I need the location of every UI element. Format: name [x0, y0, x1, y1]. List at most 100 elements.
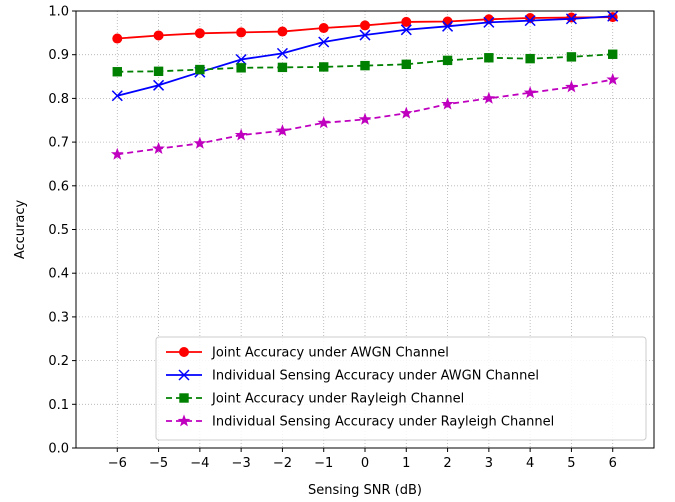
y-tick-label: 0.1 — [48, 398, 69, 413]
data-point-circle — [112, 33, 123, 44]
legend-label: Joint Accuracy under AWGN Channel — [211, 346, 449, 361]
x-tick-label: 0 — [361, 456, 369, 471]
legend-label: Individual Sensing Accuracy under Raylei… — [212, 415, 554, 430]
data-point-square — [608, 49, 618, 59]
legend-label: Individual Sensing Accuracy under AWGN C… — [212, 369, 539, 384]
data-point-x — [442, 20, 454, 32]
y-tick-label: 0.8 — [48, 92, 69, 107]
x-marker-stroke — [178, 369, 190, 381]
data-point-star — [482, 91, 496, 104]
x-marker-stroke — [235, 53, 247, 66]
y-axis-label: Accuracy — [13, 200, 28, 260]
data-point-square — [277, 62, 288, 73]
data-point-square — [236, 63, 246, 73]
data-point-x — [111, 90, 123, 102]
y-tick-label: 0.6 — [48, 179, 69, 194]
data-point-star — [193, 136, 207, 149]
data-point-circle — [360, 20, 370, 31]
data-point-square — [360, 60, 370, 71]
data-point-x — [153, 79, 165, 91]
data-point-x — [276, 47, 288, 59]
x-tick-label: −5 — [149, 456, 168, 471]
legend-entry: Individual Sensing Accuracy under AWGN C… — [166, 369, 539, 384]
y-tick-label: 1.0 — [48, 5, 69, 20]
y-tick-label: 0.0 — [48, 442, 69, 457]
data-point-circle — [566, 12, 577, 23]
data-point-x — [178, 369, 190, 381]
data-point-square — [319, 62, 329, 72]
y-tick-label: 0.9 — [48, 48, 69, 63]
legend-box — [155, 336, 647, 441]
x-marker-stroke — [400, 24, 412, 36]
data-point-circle — [194, 28, 205, 39]
data-point-star — [110, 147, 124, 160]
data-point-circle — [236, 27, 247, 38]
data-point-circle — [442, 16, 453, 27]
data-point-x — [318, 36, 330, 48]
data-point-x — [359, 29, 371, 41]
x-tick-label: −1 — [314, 456, 333, 471]
data-point-x — [565, 13, 577, 25]
data-point-circle — [401, 16, 412, 27]
x-marker-stroke — [607, 10, 619, 22]
data-point-circle — [153, 30, 164, 41]
x-tick-label: −2 — [273, 456, 292, 471]
x-axis-label: Sensing SNR (dB) — [308, 483, 422, 498]
data-point-star — [358, 112, 372, 125]
x-marker-stroke — [318, 36, 330, 48]
data-point-square — [401, 59, 411, 70]
x-marker-stroke — [524, 15, 536, 27]
data-point-square — [195, 64, 205, 75]
data-point-square — [566, 52, 577, 62]
data-point-star — [441, 97, 454, 110]
y-tick-label: 0.3 — [48, 310, 69, 325]
x-tick-label: 2 — [443, 456, 451, 471]
x-marker-stroke — [359, 29, 371, 41]
legend-label: Joint Accuracy under Rayleigh Channel — [211, 392, 464, 407]
y-tick-label: 0.4 — [48, 267, 69, 282]
legend: Joint Accuracy under AWGN Channel Individ… — [155, 336, 647, 441]
series-4 — [110, 72, 620, 160]
data-point-square — [442, 55, 453, 66]
data-point-square — [112, 67, 122, 77]
x-marker-stroke — [276, 47, 288, 59]
data-point-x — [607, 10, 619, 22]
data-point-star — [177, 414, 191, 427]
data-point-star — [234, 128, 248, 141]
data-point-square — [525, 53, 535, 64]
y-tick-label: 0.7 — [48, 136, 69, 151]
x-marker-stroke — [483, 16, 495, 28]
series-layer — [110, 10, 620, 160]
data-point-x — [483, 16, 495, 28]
data-point-x — [235, 53, 247, 66]
grid — [76, 10, 654, 449]
data-point-star — [523, 86, 537, 99]
data-point-square — [179, 393, 189, 403]
data-point-square — [153, 66, 164, 77]
data-point-star — [276, 124, 289, 137]
x-tick-label: 6 — [609, 456, 617, 471]
series-3 — [112, 49, 618, 77]
data-point-square — [484, 53, 494, 63]
legend-entry: Individual Sensing Accuracy under Raylei… — [166, 414, 554, 430]
x-tick-label: 4 — [526, 456, 534, 471]
data-point-star — [152, 141, 165, 155]
data-point-circle — [277, 26, 288, 37]
x-tick-label: 3 — [485, 456, 493, 471]
x-tick-label: 1 — [402, 456, 410, 471]
data-point-circle — [179, 347, 189, 357]
data-point-star — [565, 80, 578, 93]
x-marker-stroke — [565, 13, 577, 25]
x-tick-label: −6 — [108, 456, 127, 471]
x-marker-stroke — [111, 90, 123, 102]
legend-entry: Joint Accuracy under AWGN Channel — [166, 346, 449, 361]
data-point-x — [400, 24, 412, 36]
x-marker-stroke — [153, 79, 165, 91]
y-tick-label: 0.5 — [48, 223, 69, 238]
y-tick-label: 0.2 — [48, 354, 69, 369]
data-point-star — [399, 106, 413, 119]
legend-entry: Joint Accuracy under Rayleigh Channel — [166, 392, 464, 407]
data-point-star — [317, 116, 331, 129]
data-point-x — [524, 15, 536, 27]
